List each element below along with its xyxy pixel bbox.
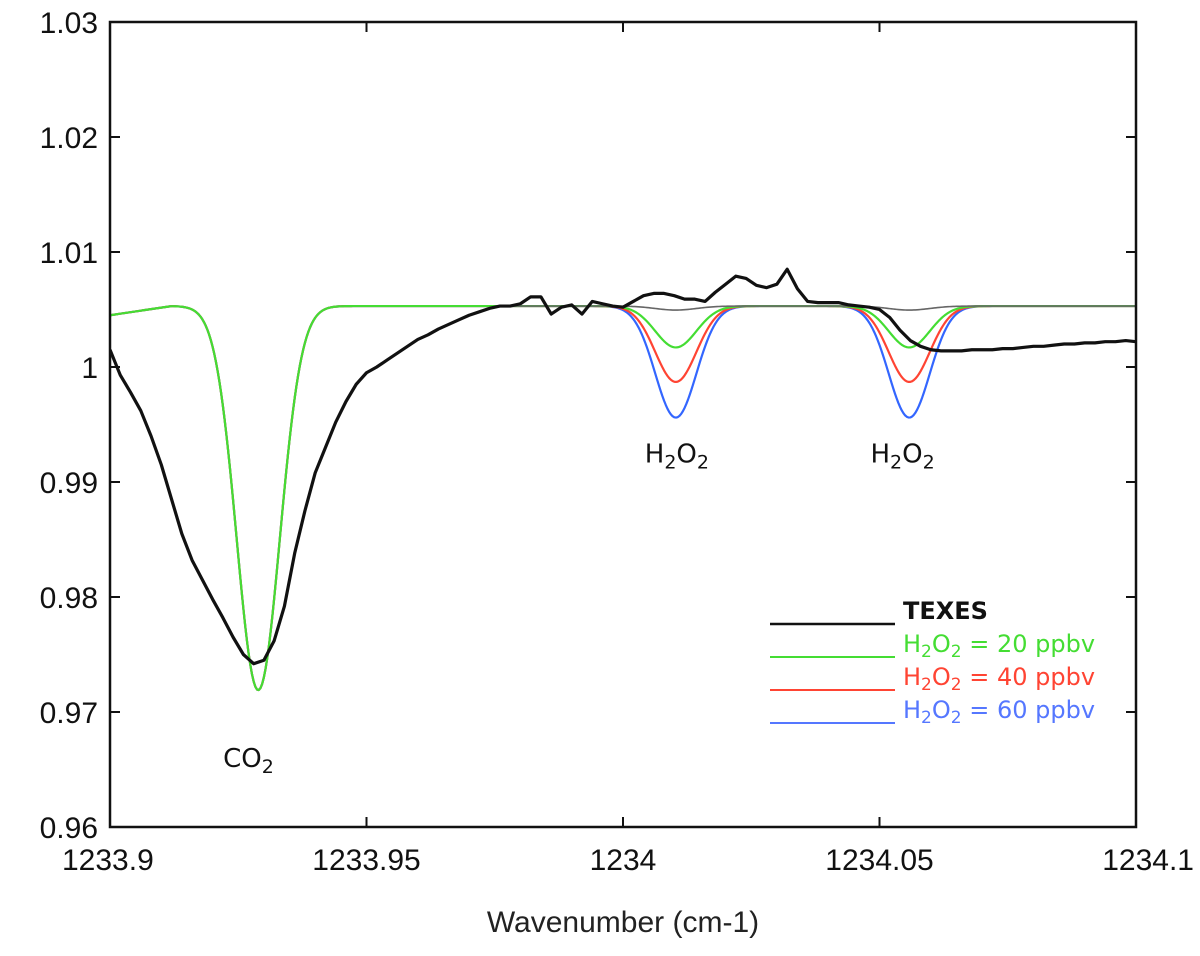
x-tick-label: 1234.1 <box>1102 844 1194 877</box>
x-axis-title: Wavenumber (cm-1) <box>487 906 759 939</box>
annotation-h2o2-2: H2O2 <box>870 439 934 473</box>
legend-formula-part: 2 <box>921 708 932 728</box>
annotation-h2o2-1: H2O2 <box>645 439 709 473</box>
y-tick-label: 1.03 <box>40 7 98 40</box>
legend-formula-part: O <box>932 630 951 658</box>
legend-formula-part: O <box>932 663 951 691</box>
annotation-part: O <box>902 439 922 469</box>
legend-formula-part: H <box>903 663 921 691</box>
annotation-part: O <box>676 439 696 469</box>
legend-entry-1: H2O2 = 20 ppbv <box>903 630 1095 662</box>
legend-entry-3: H2O2 = 60 ppbv <box>903 696 1095 728</box>
legend-formula-part: 2 <box>951 675 962 695</box>
x-tick-labels: 1233.9 1233.95 1234 1234.05 1234.1 <box>62 844 1194 877</box>
legend-entry-0: TEXES <box>903 597 988 625</box>
plot-frame <box>108 20 1138 829</box>
annotation-part: 2 <box>664 451 676 473</box>
annotation-part: 2 <box>697 451 709 473</box>
x-tick-label: 1234 <box>590 844 657 877</box>
series-line-1 <box>510 305 1136 311</box>
y-tick-label: 0.98 <box>40 582 98 615</box>
y-tick-label: 1.01 <box>40 237 98 270</box>
legend-label: TEXES <box>903 597 988 625</box>
legend-formula-part: 2 <box>921 675 932 695</box>
x-tick-label: 1234.05 <box>825 844 933 877</box>
legend-formula-part: H <box>903 630 921 658</box>
annotation-part: 2 <box>262 756 274 778</box>
legend-formula-part: 2 <box>951 642 962 662</box>
y-tick-label: 0.97 <box>40 697 98 730</box>
series-layer <box>110 267 1136 692</box>
legend-formula-part: 2 <box>921 642 932 662</box>
series-line-texes <box>110 267 1136 666</box>
legend-label: = 60 ppbv <box>962 696 1095 724</box>
legend-formula-part: H <box>903 696 921 724</box>
y-tick-labels: 0.96 0.97 0.98 0.99 1 1.01 1.02 1.03 <box>40 7 98 845</box>
legend-formula-part: 2 <box>951 708 962 728</box>
annotation-part: 2 <box>923 451 935 473</box>
annotation-co2: CO2 <box>223 744 274 778</box>
y-tick-label: 1.02 <box>40 122 98 155</box>
annotation-part: 2 <box>890 451 902 473</box>
x-tick-label: 1233.9 <box>62 844 154 877</box>
annotation-part: H <box>870 439 890 469</box>
legend-label: = 20 ppbv <box>962 630 1095 658</box>
legend-formula-part: O <box>932 696 951 724</box>
annotation-part: CO <box>223 744 262 774</box>
annotation-part: H <box>645 439 665 469</box>
legend-label: = 40 ppbv <box>962 663 1095 691</box>
legend-entry-2: H2O2 = 40 ppbv <box>903 663 1095 695</box>
y-tick-label: 1 <box>81 352 98 385</box>
y-tick-label: 0.96 <box>40 812 98 845</box>
x-tick-label: 1233.95 <box>312 844 420 877</box>
y-tick-label: 0.99 <box>40 467 98 500</box>
